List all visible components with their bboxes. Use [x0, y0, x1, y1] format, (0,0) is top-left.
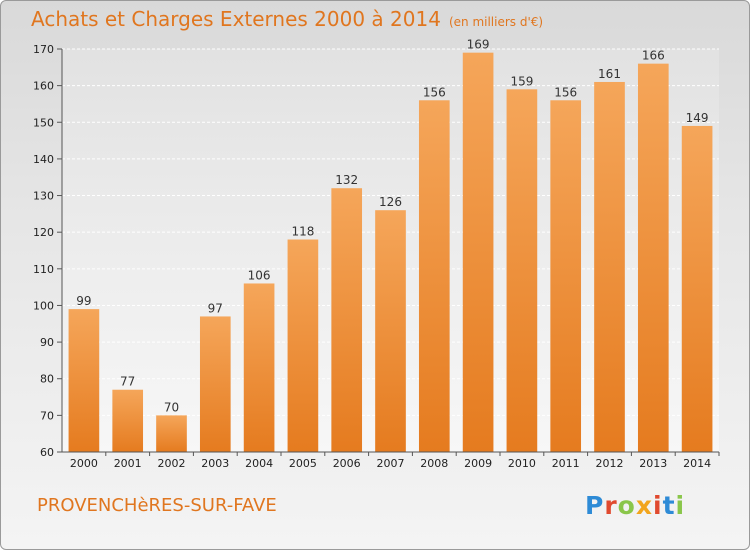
value-label-2013: 166 — [642, 49, 665, 63]
x-tick-label-2004: 2004 — [245, 457, 273, 470]
value-label-2009: 169 — [467, 38, 490, 52]
bar-2012 — [594, 81, 625, 453]
y-axis: 60 70 80 90 100 110 120 130 140 150 160 170 — [33, 43, 63, 459]
chart-subtitle: (en milliers d'€) — [448, 15, 544, 29]
value-label-2005: 118 — [291, 225, 314, 239]
y-tick-label: 110 — [33, 263, 54, 276]
x-tick-label-2012: 2012 — [596, 457, 624, 470]
chart-title: Achats et Charges Externes 2000 à 2014 (e… — [31, 7, 543, 31]
x-tick-label-2000: 2000 — [70, 457, 98, 470]
value-label-2003: 97 — [208, 301, 223, 315]
y-tick-label: 170 — [33, 43, 54, 56]
y-tick-label: 120 — [33, 226, 54, 239]
bar-2013 — [637, 63, 669, 453]
chart-title-text: Achats et Charges Externes 2000 à 2014 — [31, 7, 441, 31]
bar-2014 — [681, 125, 713, 452]
x-tick-label-2009: 2009 — [464, 457, 492, 470]
y-tick-label: 100 — [33, 299, 54, 312]
commune-name: PROVENCHèRES-SUR-FAVE — [37, 495, 277, 516]
y-tick-label: 160 — [33, 80, 54, 93]
value-label-2001: 77 — [120, 375, 135, 389]
logo-letter: t — [662, 491, 676, 520]
x-tick-label-2008: 2008 — [420, 457, 448, 470]
x-tick-label-2013: 2013 — [639, 457, 667, 470]
proxiti-logo: Proxiti — [585, 491, 685, 520]
bar-2005 — [287, 239, 319, 452]
logo-letter: r — [604, 491, 618, 520]
bar-2008 — [418, 100, 450, 453]
bar-2001 — [112, 389, 144, 452]
x-tick-label-2010: 2010 — [508, 457, 536, 470]
x-tick-label-2011: 2011 — [552, 457, 580, 470]
x-tick-label-2006: 2006 — [333, 457, 361, 470]
y-tick-label: 130 — [33, 190, 54, 203]
bar-2009 — [462, 52, 494, 452]
bar-2004 — [243, 283, 275, 452]
bar-2011 — [550, 100, 582, 453]
x-tick-label-2002: 2002 — [158, 457, 186, 470]
value-label-2010: 159 — [510, 74, 533, 88]
bar-2006 — [331, 188, 363, 452]
bar-2010 — [506, 89, 538, 453]
value-label-2006: 132 — [335, 173, 358, 187]
x-tick-label-2001: 2001 — [114, 457, 142, 470]
value-label-2004: 106 — [248, 268, 271, 282]
value-label-2008: 156 — [423, 85, 446, 99]
logo-letter: x — [635, 491, 653, 520]
value-label-2012: 161 — [598, 67, 621, 81]
value-label-2002: 70 — [164, 400, 179, 414]
y-tick-label: 60 — [40, 446, 54, 459]
value-label-2000: 99 — [76, 294, 91, 308]
x-axis: 2000 2001 2002 2003 2004 2005 2006 2007 2008 2009… — [62, 451, 720, 470]
logo-letter: i — [675, 491, 686, 520]
y-tick-label: 90 — [40, 336, 54, 349]
x-tick-label-2014: 2014 — [683, 457, 711, 470]
y-tick-label: 140 — [33, 153, 54, 166]
value-label-2007: 126 — [379, 195, 402, 209]
bar-2003 — [199, 316, 231, 452]
y-tick-label: 70 — [40, 409, 54, 422]
bar-2000 — [68, 309, 100, 452]
value-labels: 99 77 70 97 106 118 132 126 156 169 159 156 161 166 14… — [76, 38, 708, 415]
logo-letter: o — [617, 491, 636, 520]
value-label-2011: 156 — [554, 85, 577, 99]
logo-letter: i — [653, 491, 663, 520]
x-tick-label-2007: 2007 — [377, 457, 405, 470]
x-tick-label-2005: 2005 — [289, 457, 317, 470]
logo-letter: P — [585, 491, 605, 520]
x-tick-label-2003: 2003 — [201, 457, 229, 470]
y-tick-label: 80 — [40, 373, 54, 386]
value-label-2014: 149 — [686, 111, 709, 125]
bars — [68, 52, 713, 453]
y-tick-label: 150 — [33, 116, 54, 129]
bar-2002 — [156, 415, 187, 452]
bar-2007 — [375, 210, 406, 452]
